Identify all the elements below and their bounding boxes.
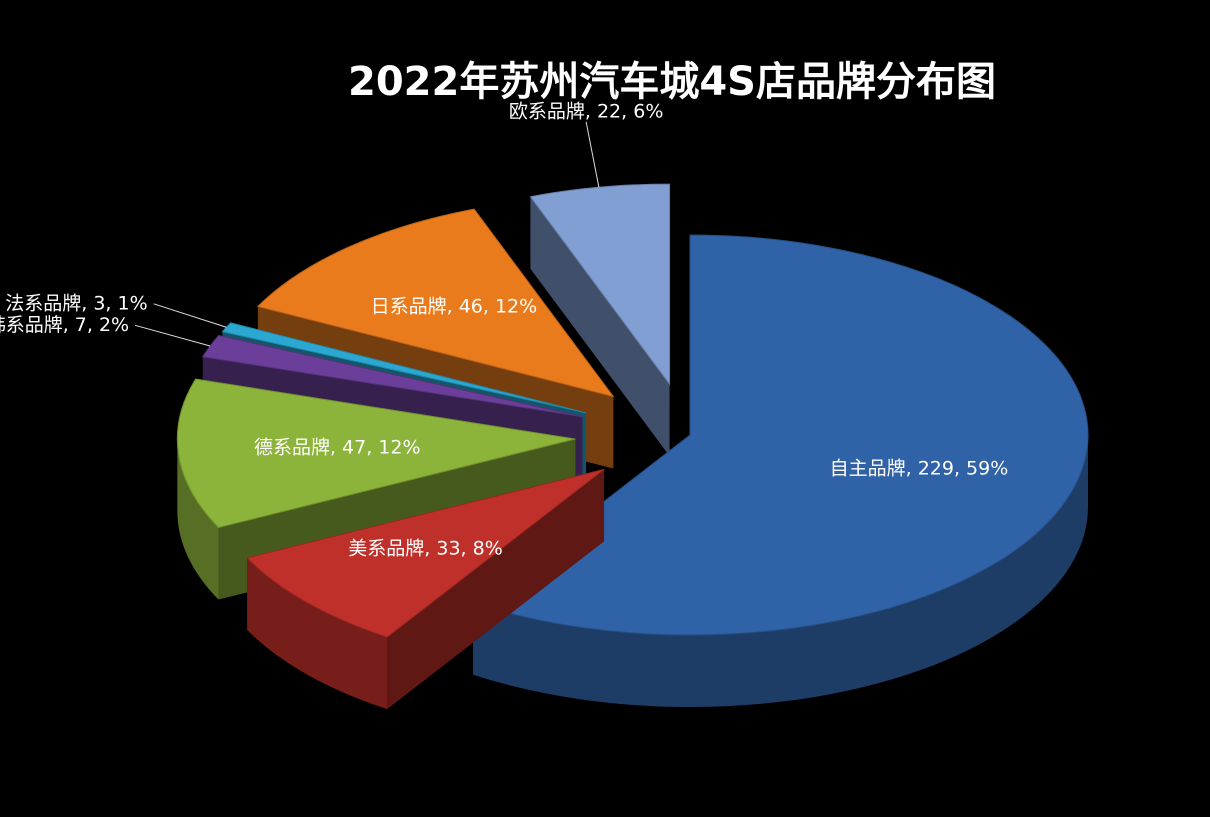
slice — [221, 322, 587, 414]
data-label: 法系品牌, 3, 1% — [5, 292, 147, 314]
chart-title: 2022年苏州汽车城4S店品牌分布图 — [348, 59, 996, 105]
slice — [201, 334, 583, 418]
slice-side — [530, 196, 670, 457]
data-label: 欧系品牌, 22, 6% — [509, 100, 663, 122]
slice — [472, 234, 1089, 636]
leader-line — [585, 121, 600, 188]
slice-wall — [247, 557, 388, 710]
slice — [246, 468, 605, 638]
data-label: 美系品牌, 33, 8% — [348, 538, 502, 560]
slice — [256, 208, 615, 398]
leader-line — [134, 324, 211, 347]
slice — [176, 378, 576, 529]
data-label: 日系品牌, 46, 12% — [371, 296, 538, 318]
data-label: 德系品牌, 47, 12% — [254, 437, 421, 459]
slice — [529, 183, 671, 386]
data-label: 自主品牌, 229, 59% — [830, 458, 1009, 480]
leader-line — [153, 303, 227, 328]
slice-wall — [177, 438, 219, 600]
data-label: 韩系品牌, 7, 2% — [0, 314, 129, 336]
slice-wall — [473, 435, 1088, 707]
